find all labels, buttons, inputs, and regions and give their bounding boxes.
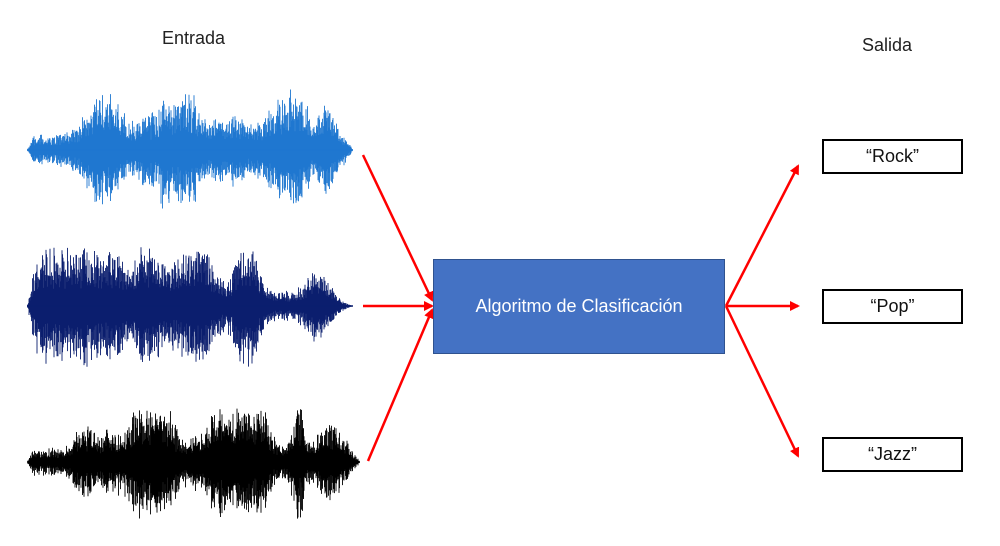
input-label: Entrada bbox=[162, 28, 226, 48]
output-box-pop: “Pop” bbox=[822, 289, 963, 324]
waveform-blue-icon bbox=[27, 89, 353, 209]
output-box-rock: “Rock” bbox=[822, 139, 963, 174]
output-box-jazz: “Jazz” bbox=[822, 437, 963, 472]
waveform-black-icon bbox=[27, 408, 360, 519]
waveform-navy-icon bbox=[27, 247, 353, 367]
output-label-jazz: “Jazz” bbox=[868, 444, 917, 464]
arrow-output-jazz bbox=[724, 305, 800, 458]
classification-algorithm-box: Algoritmo de Clasificación bbox=[433, 259, 725, 354]
output-label-pop: “Pop” bbox=[870, 296, 915, 316]
output-label: Salida bbox=[862, 35, 913, 55]
output-label-rock: “Rock” bbox=[866, 146, 919, 166]
algorithm-label: Algoritmo de Clasificación bbox=[475, 296, 683, 316]
arrow-output-rock bbox=[724, 164, 800, 307]
arrow-input-3 bbox=[366, 308, 434, 462]
arrow-input-1 bbox=[361, 154, 434, 302]
